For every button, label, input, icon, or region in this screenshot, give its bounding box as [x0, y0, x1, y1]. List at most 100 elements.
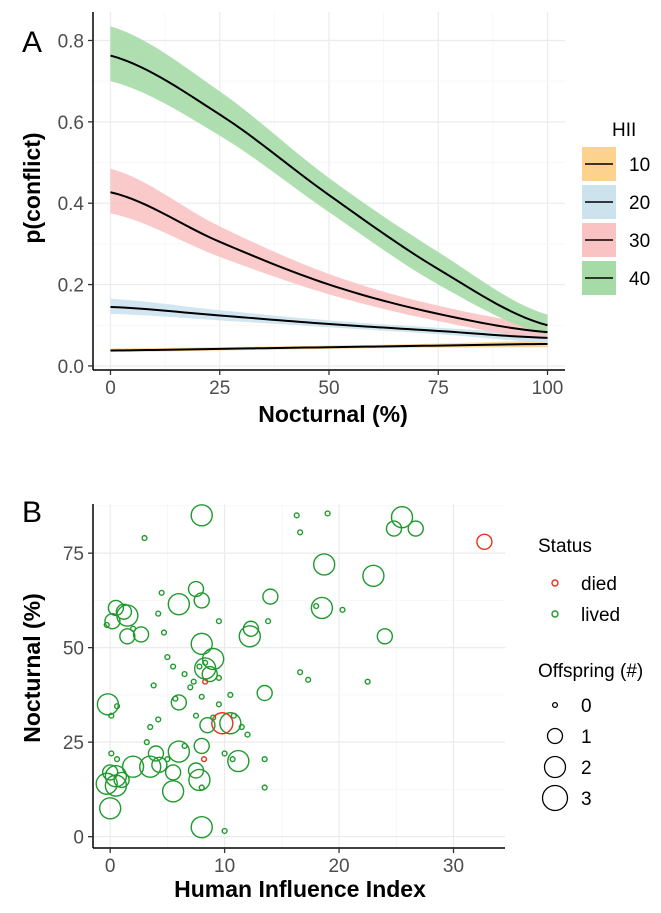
- series-line-hii-10: [110, 342, 548, 352]
- legend-label-lived: lived: [581, 605, 620, 626]
- panel-a-x-axis-title: Nocturnal (%): [258, 401, 408, 427]
- data-point-lived: [167, 740, 191, 763]
- data-point-lived: [407, 520, 424, 537]
- legend-label-offspring-0: 0: [581, 696, 592, 717]
- panel-a-y-axis-title: p(conflict): [19, 132, 45, 243]
- data-point-lived: [115, 603, 133, 620]
- data-point-lived: [147, 745, 165, 762]
- data-point-died: [200, 756, 208, 763]
- data-point-lived: [201, 647, 225, 671]
- legend-key-lived: [551, 610, 559, 618]
- confidence-band-hii-30: [110, 168, 548, 340]
- data-point-lived: [104, 612, 121, 630]
- y-tick-label: 75: [63, 544, 84, 565]
- data-point-lived: [238, 625, 261, 648]
- data-point-lived: [364, 678, 371, 685]
- y-tick-label: 0.2: [58, 276, 84, 297]
- panel-a: A 0 25 50 75 100 0.0 0.2 0.4 0.6 0.8 Nocturnal (%…: [19, 12, 650, 427]
- data-point-lived: [193, 592, 210, 609]
- legend-key-offspring-2: [543, 755, 567, 779]
- x-tick-label: 100: [532, 378, 564, 399]
- y-tick-label: 0.8: [58, 31, 84, 52]
- x-tick-label: 50: [318, 378, 339, 399]
- data-point-lived: [95, 772, 118, 795]
- data-point-lived: [150, 682, 157, 689]
- data-point-lived: [104, 764, 128, 788]
- confidence-band-hii-40: [110, 26, 548, 335]
- legend-key-offspring-3: [541, 784, 569, 812]
- legend-key-died: [551, 579, 559, 587]
- legend-label-hii-30: 30: [629, 231, 650, 252]
- legend-key-offspring-0: [551, 701, 559, 709]
- x-tick-label: 75: [428, 378, 449, 399]
- data-point-died: [476, 533, 493, 550]
- data-point-lived: [313, 602, 320, 610]
- data-point-lived: [141, 534, 148, 542]
- data-point-lived: [385, 520, 403, 537]
- data-point-died: [202, 678, 209, 685]
- legend-label-hii-10: 10: [629, 155, 650, 176]
- data-point-lived: [170, 694, 188, 711]
- data-point-lived: [190, 632, 213, 656]
- panel-a-series-lines: [110, 54, 548, 352]
- data-point-lived: [164, 653, 171, 661]
- data-point-lived: [113, 756, 121, 763]
- data-point-lived: [155, 610, 162, 617]
- panel-a-axes: 0 25 50 75 100 0.0 0.2 0.4 0.6 0.8: [58, 12, 565, 399]
- data-point-lived: [297, 669, 304, 676]
- data-point-lived: [227, 749, 250, 773]
- data-point-lived: [170, 663, 177, 670]
- data-point-lived: [164, 764, 182, 781]
- data-point-lived: [161, 780, 185, 803]
- data-point-lived: [261, 756, 268, 763]
- data-point-lived: [229, 756, 236, 763]
- legend-key-offspring-1: [546, 727, 564, 745]
- panel-b-label: B: [22, 496, 42, 529]
- data-point-lived: [202, 659, 209, 666]
- data-point-lived: [143, 739, 150, 746]
- data-point-lived: [98, 797, 122, 820]
- data-point-lived: [362, 564, 385, 588]
- data-point-lived: [121, 755, 145, 778]
- data-point-died: [211, 712, 234, 735]
- data-point-lived: [119, 628, 136, 645]
- data-point-lived: [261, 784, 268, 791]
- data-point-lived: [312, 553, 336, 576]
- data-point-lived: [158, 589, 165, 596]
- y-tick-label: 0.6: [58, 113, 84, 134]
- x-tick-label: 0: [105, 378, 116, 399]
- data-point-lived: [103, 621, 110, 629]
- data-point-lived: [192, 712, 200, 719]
- y-tick-label: 0.4: [58, 194, 85, 215]
- data-point-lived: [193, 737, 210, 755]
- legend-label-offspring-3: 3: [581, 789, 592, 810]
- series-line-hii-30: [110, 191, 548, 334]
- x-tick-label: 20: [328, 856, 349, 877]
- y-tick-label: 50: [63, 639, 84, 660]
- x-tick-label: 25: [209, 378, 230, 399]
- data-point-lived: [190, 678, 197, 685]
- data-point-lived: [139, 755, 162, 778]
- legend-label-offspring-1: 1: [581, 727, 592, 748]
- data-point-lived: [113, 703, 121, 710]
- panel-b-points: [95, 504, 493, 839]
- data-point-lived: [181, 671, 188, 678]
- data-point-lived: [219, 712, 242, 735]
- data-point-lived: [227, 691, 234, 699]
- data-point-lived: [167, 592, 191, 616]
- data-point-lived: [196, 663, 203, 670]
- data-point-lived: [262, 588, 279, 605]
- legend-label-died: died: [581, 574, 617, 595]
- series-line-hii-40: [110, 54, 548, 327]
- panel-a-label: A: [22, 26, 42, 59]
- legend-label-hii-40: 40: [629, 269, 650, 290]
- y-tick-label: 0: [73, 828, 84, 849]
- series-line-hii-20: [110, 305, 548, 339]
- data-point-lived: [376, 628, 394, 645]
- data-point-lived: [297, 529, 304, 536]
- panel-b-axes: 0 10 20 30 0 25 50 75: [63, 504, 505, 877]
- x-tick-label: 0: [105, 856, 116, 877]
- data-point-lived: [293, 512, 300, 519]
- data-point-lived: [215, 674, 222, 681]
- data-point-lived: [101, 764, 119, 781]
